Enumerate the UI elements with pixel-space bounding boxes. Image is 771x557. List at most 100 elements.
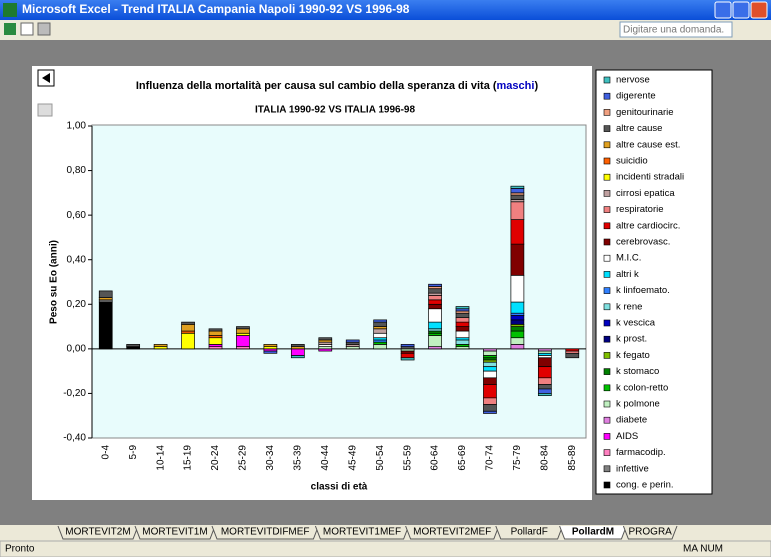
x-tick-label: 55-59: [402, 445, 413, 471]
sheet-tab[interactable]: [622, 525, 678, 540]
sheet-tab[interactable]: [559, 525, 627, 540]
bar-segment: [373, 332, 388, 339]
y-tick-label: -0,20: [63, 388, 86, 399]
bar-segment: [98, 290, 113, 298]
x-tick-label: 25-29: [238, 445, 249, 471]
toolbar-icon[interactable]: [37, 22, 51, 36]
x-tick-label: 80-84: [539, 445, 550, 471]
bar-segment: [428, 295, 442, 301]
bar-segment: [98, 301, 113, 350]
bar-segment: [373, 319, 388, 323]
sheet-tab-label: MORTEVIT1MEF: [323, 527, 401, 538]
status-right: MA NUM: [683, 544, 723, 555]
bar-segment: [373, 344, 388, 350]
bar-segment: [236, 328, 250, 334]
help-box[interactable]: [619, 21, 733, 38]
bar-segment: [510, 185, 525, 189]
sheet-tab[interactable]: [495, 525, 564, 540]
close-button[interactable]: [750, 1, 768, 19]
legend-label: cerebrovasc.: [616, 237, 670, 248]
sheet-tab-label: PollardF: [511, 527, 548, 538]
toolbar-icon[interactable]: [20, 22, 34, 36]
x-tick-label: 75-79: [512, 445, 523, 471]
bar-segment: [455, 326, 470, 332]
sheet-tab[interactable]: [134, 525, 216, 540]
bar-segment: [483, 397, 497, 405]
x-tick-label: 30-34: [265, 445, 276, 471]
bar-segment: [537, 366, 552, 379]
minimize-button[interactable]: [714, 1, 732, 19]
bar-segment: [455, 321, 470, 327]
legend-label: infettive: [616, 463, 649, 474]
legend-label: cirrosi epatica: [616, 188, 675, 199]
bar-segment: [537, 377, 552, 385]
legend-label: k vescica: [616, 318, 656, 329]
chart-subtitle: ITALIA 1990-92 VS ITALIA 1996-98: [255, 105, 415, 116]
legend-swatch: [603, 368, 611, 375]
bar-segment: [455, 312, 470, 319]
legend-label: k colon-retto: [616, 382, 668, 393]
x-tick-label: 85-89: [567, 445, 578, 471]
sheet-tab[interactable]: [211, 525, 319, 540]
bar-segment: [510, 274, 525, 303]
legend-swatch: [603, 335, 611, 343]
bar-segment: [400, 344, 415, 347]
print-icon[interactable]: [37, 103, 53, 117]
app-icon: [3, 3, 17, 17]
legend-swatch: [603, 287, 611, 294]
legend-label: k rene: [616, 301, 642, 312]
legend-label: incidenti stradali: [616, 172, 684, 183]
bar-segment: [510, 315, 525, 321]
bar-segment: [428, 303, 442, 310]
bar-segment: [537, 393, 552, 397]
bar-segment: [455, 317, 470, 323]
sheet-tab-label: MORTEVIT2MEF: [413, 527, 491, 538]
legend-label: suicidio: [616, 156, 648, 167]
bar-segment: [483, 384, 497, 399]
legend-swatch: [603, 238, 611, 246]
sheet-tab[interactable]: [314, 525, 410, 540]
toolbar-icon[interactable]: [4, 23, 16, 35]
bar-segment: [345, 339, 360, 343]
bar-segment: [263, 344, 278, 347]
bar-segment: [373, 321, 388, 327]
bar-segment: [263, 350, 278, 354]
bar-segment: [510, 201, 525, 220]
legend-swatch: [603, 400, 611, 408]
sheet-tab[interactable]: [57, 525, 139, 540]
bar-segment: [510, 330, 525, 339]
bar-segment: [208, 330, 223, 336]
sheet-tab-label: PollardM: [572, 527, 614, 538]
bar-segment: [181, 321, 195, 325]
x-tick-label: 10-14: [155, 445, 166, 471]
y-tick-label: -0,40: [63, 433, 86, 444]
x-tick-label: 40-44: [320, 445, 331, 471]
bar-segment: [455, 339, 470, 345]
bar-segment: [483, 370, 497, 379]
sheet-tab-label: MORTEVITDIFMEF: [221, 527, 310, 538]
bar-segment: [483, 404, 497, 412]
bar-segment: [483, 377, 497, 385]
x-tick-label: 60-64: [430, 445, 441, 471]
legend: [595, 69, 713, 495]
x-tick-label: 70-74: [485, 445, 496, 471]
legend-label: k prost.: [616, 334, 647, 345]
legend-swatch: [603, 254, 611, 262]
legend-label: k stomaco: [616, 366, 659, 377]
back-arrow: [42, 73, 50, 83]
legend-swatch: [603, 433, 611, 440]
bar-segment: [483, 361, 497, 368]
legend-label: AIDS: [616, 431, 638, 442]
legend-label: k polmone: [616, 399, 660, 410]
bar-segment: [400, 357, 415, 361]
sheet-tab[interactable]: [405, 525, 500, 540]
y-tick-label: 0,80: [67, 165, 87, 176]
maximize-button[interactable]: [732, 1, 750, 19]
legend-swatch: [603, 92, 611, 100]
legend-swatch: [603, 352, 611, 359]
legend-swatch: [603, 157, 611, 165]
bar-segment: [318, 337, 333, 341]
bar-segment: [428, 299, 442, 305]
x-tick-label: 45-49: [347, 445, 358, 471]
legend-label: nervose: [616, 75, 650, 86]
